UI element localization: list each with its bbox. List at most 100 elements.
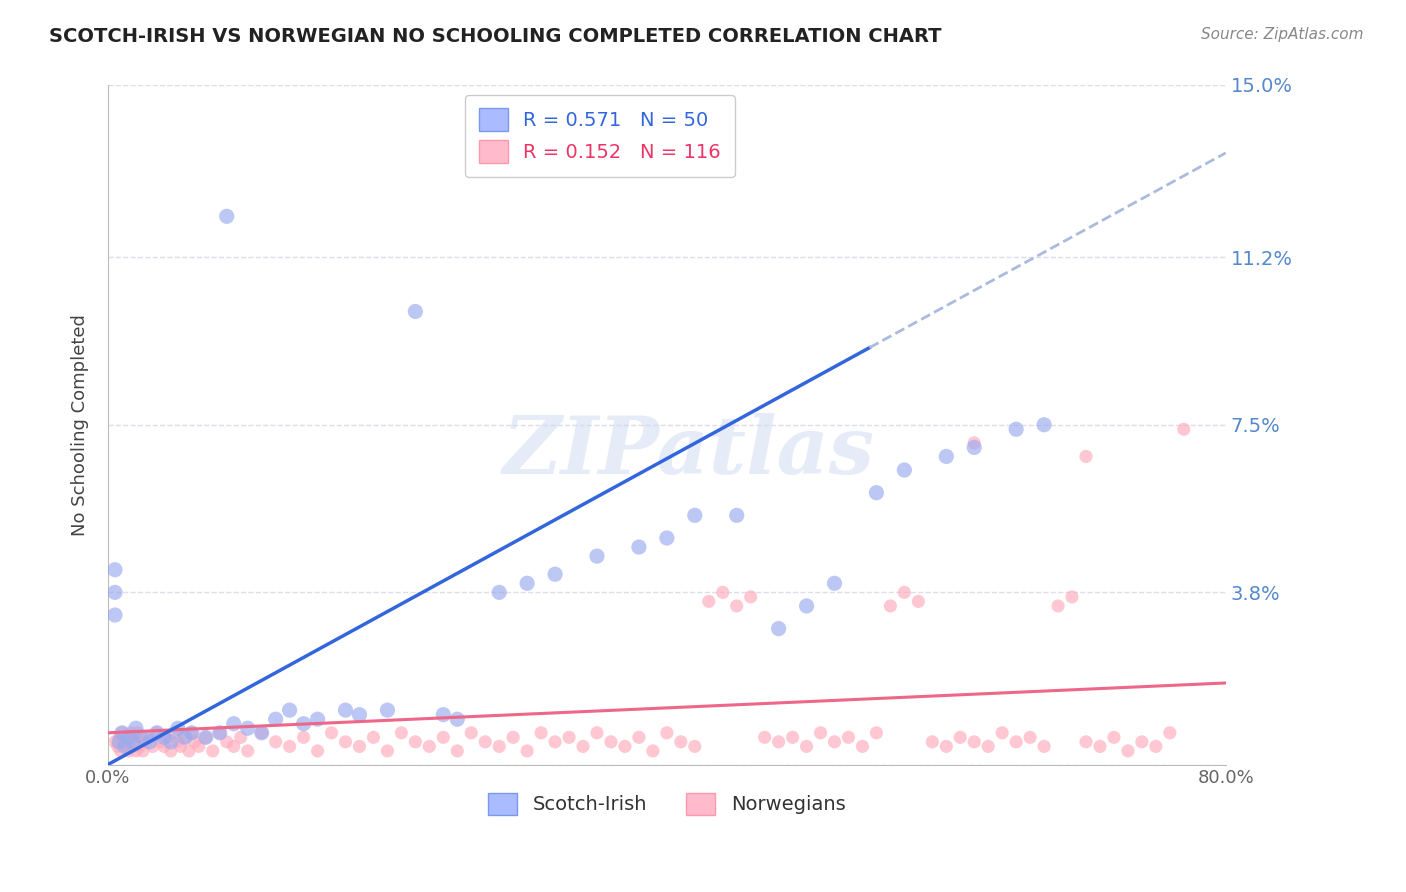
Point — [124, 731, 146, 745]
Point — [201, 744, 224, 758]
Point — [782, 731, 804, 745]
Point — [600, 735, 623, 749]
Point — [104, 607, 127, 622]
Point — [418, 739, 440, 754]
Point — [142, 739, 165, 754]
Point — [129, 739, 152, 754]
Point — [1033, 739, 1056, 754]
Point — [1033, 417, 1056, 432]
Point — [488, 739, 510, 754]
Point — [824, 735, 846, 749]
Point — [180, 726, 202, 740]
Point — [363, 731, 385, 745]
Point — [146, 726, 169, 740]
Point — [187, 739, 209, 754]
Point — [907, 594, 929, 608]
Point — [150, 735, 173, 749]
Point — [194, 731, 217, 745]
Point — [1047, 599, 1070, 613]
Point — [111, 726, 134, 740]
Point — [627, 540, 650, 554]
Point — [572, 739, 595, 754]
Point — [139, 731, 162, 745]
Point — [474, 735, 496, 749]
Point — [1088, 739, 1111, 754]
Point — [502, 731, 524, 745]
Point — [163, 726, 186, 740]
Point — [796, 599, 818, 613]
Point — [208, 726, 231, 740]
Point — [107, 739, 129, 754]
Point — [173, 731, 195, 745]
Point — [544, 567, 567, 582]
Point — [377, 703, 399, 717]
Point — [558, 731, 581, 745]
Point — [377, 744, 399, 758]
Point — [122, 735, 145, 749]
Point — [655, 531, 678, 545]
Point — [963, 435, 986, 450]
Point — [194, 731, 217, 745]
Point — [516, 744, 538, 758]
Point — [1074, 450, 1097, 464]
Point — [307, 744, 329, 758]
Point — [851, 739, 873, 754]
Point — [1144, 739, 1167, 754]
Point — [432, 731, 454, 745]
Point — [404, 735, 426, 749]
Point — [935, 450, 957, 464]
Point — [977, 739, 1000, 754]
Point — [173, 731, 195, 745]
Point — [131, 731, 153, 745]
Point — [754, 731, 776, 745]
Point — [180, 726, 202, 740]
Text: SCOTCH-IRISH VS NORWEGIAN NO SCHOOLING COMPLETED CORRELATION CHART: SCOTCH-IRISH VS NORWEGIAN NO SCHOOLING C… — [49, 27, 942, 45]
Point — [156, 731, 179, 745]
Point — [104, 563, 127, 577]
Point — [389, 726, 412, 740]
Point — [768, 622, 790, 636]
Point — [404, 304, 426, 318]
Point — [725, 508, 748, 523]
Point — [292, 716, 315, 731]
Text: ZIPatlas: ZIPatlas — [503, 413, 876, 491]
Point — [446, 744, 468, 758]
Point — [292, 731, 315, 745]
Point — [768, 735, 790, 749]
Point — [125, 721, 148, 735]
Point — [229, 731, 252, 745]
Point — [153, 739, 176, 754]
Point — [117, 731, 139, 745]
Point — [183, 735, 205, 749]
Point — [264, 735, 287, 749]
Point — [1019, 731, 1042, 745]
Point — [349, 739, 371, 754]
Point — [110, 744, 132, 758]
Point — [796, 739, 818, 754]
Point — [127, 726, 149, 740]
Point — [115, 739, 138, 754]
Point — [215, 735, 238, 749]
Point — [963, 735, 986, 749]
Point — [108, 735, 131, 749]
Point — [544, 735, 567, 749]
Point — [335, 703, 357, 717]
Point — [349, 707, 371, 722]
Point — [118, 731, 141, 745]
Point — [278, 703, 301, 717]
Point — [222, 739, 245, 754]
Point — [1102, 731, 1125, 745]
Point — [1130, 735, 1153, 749]
Point — [991, 726, 1014, 740]
Point — [122, 739, 145, 754]
Point — [893, 585, 915, 599]
Point — [697, 594, 720, 608]
Point — [460, 726, 482, 740]
Point — [132, 731, 155, 745]
Point — [641, 744, 664, 758]
Point — [711, 585, 734, 599]
Point — [250, 726, 273, 740]
Point — [669, 735, 692, 749]
Point — [949, 731, 972, 745]
Point — [488, 585, 510, 599]
